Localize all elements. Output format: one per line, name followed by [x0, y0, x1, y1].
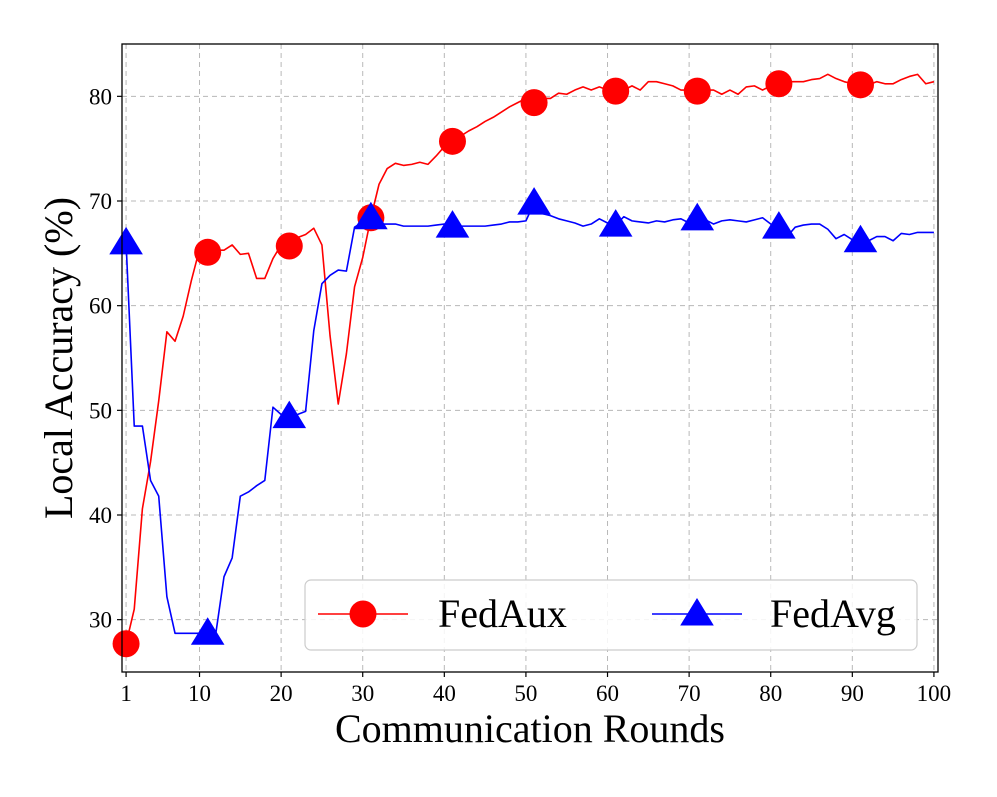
legend-marker-fedavg — [680, 598, 714, 626]
data-point-fedaux — [112, 630, 140, 658]
data-point-fedavg — [272, 400, 307, 429]
series-line-fedavg — [125, 202, 934, 635]
data-point-fedaux — [438, 127, 466, 155]
data-point-fedaux — [275, 232, 303, 260]
series-line-fedaux — [125, 73, 935, 644]
data-point-fedavg — [680, 202, 715, 231]
x-tick-label: 60 — [596, 681, 619, 706]
legend-box — [304, 579, 918, 651]
series-markers — [109, 70, 878, 658]
y-tick-label: 50 — [89, 398, 112, 423]
data-point-fedavg — [354, 201, 388, 230]
x-tick-label: 70 — [678, 681, 701, 706]
x-tick-label: 30 — [351, 681, 374, 706]
legend-label-fedavg: FedAvg — [770, 591, 896, 636]
data-point-fedaux — [765, 70, 793, 98]
x-axis-label: Communication Rounds — [335, 706, 725, 751]
data-point-fedaux — [846, 71, 874, 99]
x-tick-label: 50 — [514, 681, 537, 706]
legend-marker-fedaux — [349, 600, 377, 628]
data-point-fedaux — [683, 77, 711, 105]
y-tick-label: 40 — [89, 503, 112, 528]
legend-label-fedaux: FedAux — [438, 591, 567, 636]
data-point-fedavg — [598, 209, 633, 237]
x-tick-label: 80 — [759, 681, 782, 706]
legend: FedAux FedAvg — [304, 579, 918, 651]
data-point-fedavg — [109, 226, 143, 255]
grid — [122, 44, 938, 672]
data-point-fedavg — [843, 224, 878, 253]
plot-frame — [121, 43, 939, 673]
y-tick-label: 60 — [89, 294, 112, 319]
x-tick-label: 1 — [120, 681, 132, 706]
series-lines — [125, 73, 935, 644]
x-tick-label: 90 — [841, 681, 864, 706]
data-point-fedaux — [194, 238, 222, 266]
data-point-fedaux — [602, 77, 630, 105]
data-point-fedavg — [517, 187, 551, 215]
x-tick-label: 100 — [917, 681, 952, 706]
x-tick-label: 20 — [270, 681, 293, 706]
x-tick-label: 40 — [433, 681, 456, 706]
y-axis-label: Local Accuracy (%) — [36, 197, 81, 519]
x-tick-label: 10 — [188, 681, 211, 706]
tick-labels: 1 10 20 30 40 50 60 70 80 90 100 30 40 50 60 70 80 — [89, 84, 951, 706]
data-point-fedaux — [520, 89, 548, 117]
data-point-fedavg — [435, 210, 470, 238]
y-tick-label: 70 — [89, 189, 112, 214]
y-tick-label: 30 — [89, 608, 112, 633]
data-point-fedavg — [762, 211, 796, 239]
data-point-fedavg — [190, 617, 225, 645]
y-tick-label: 80 — [89, 84, 112, 109]
